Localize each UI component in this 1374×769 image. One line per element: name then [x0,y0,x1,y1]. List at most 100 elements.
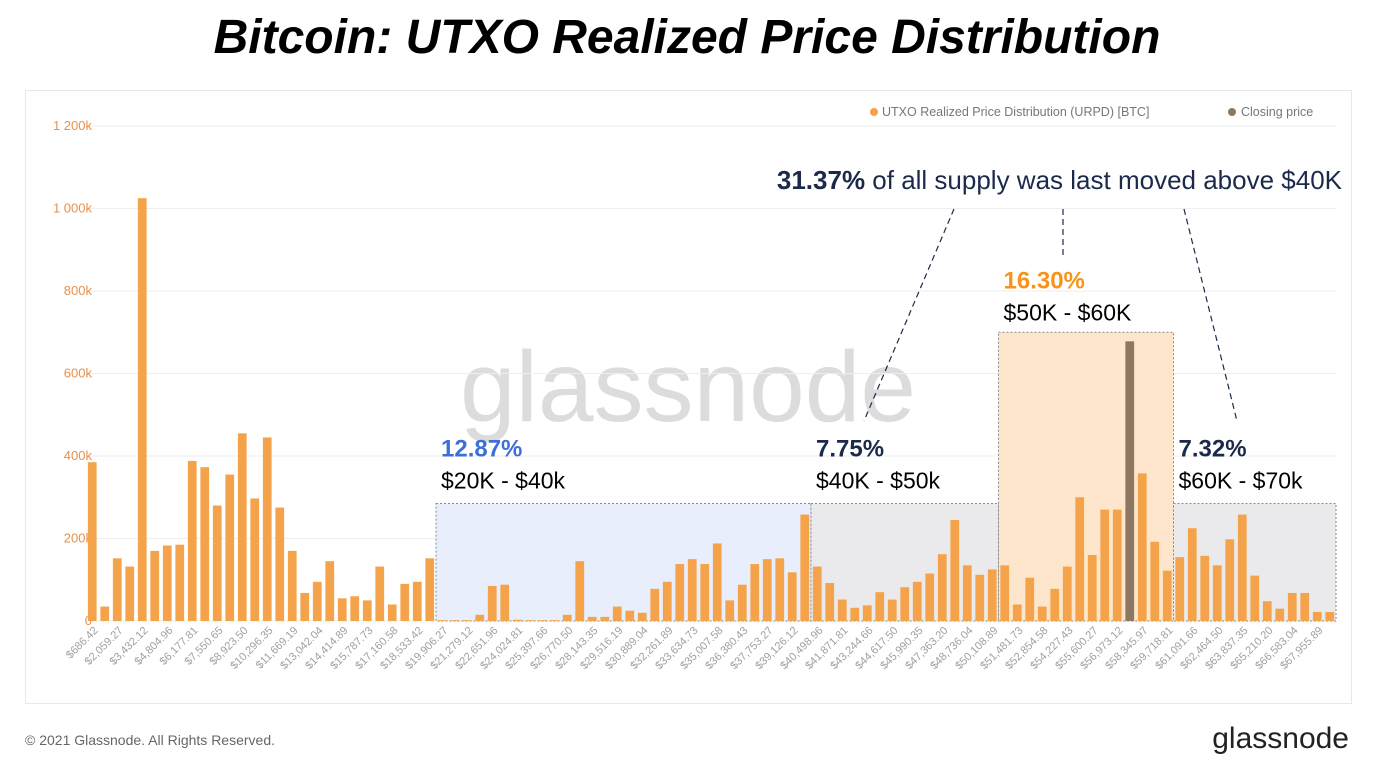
urpd-bar [112,558,122,621]
region-percent: 7.32% [1179,435,1247,462]
urpd-bar [1312,611,1322,621]
urpd-bar [137,198,147,621]
urpd-bar [125,566,135,621]
urpd-bar [1275,608,1285,621]
supply-annotation: 31.37% of all supply was last moved abov… [777,165,1343,195]
glassnode-logo: glassnode [1212,722,1349,755]
urpd-bar [200,467,210,621]
urpd-bar [287,550,297,621]
urpd-bar [850,607,860,621]
urpd-bar [437,620,447,621]
urpd-bar [837,599,847,621]
legend-label-closing: Closing price [1241,105,1313,119]
urpd-bar [700,564,710,621]
urpd-bar [562,614,572,621]
supply-annotation-text: of all supply was last moved above $40K [865,165,1343,195]
urpd-bar [225,474,235,621]
urpd-bar [487,585,497,621]
urpd-bar [800,514,810,621]
urpd-bar [662,581,672,621]
urpd-bar [1087,555,1097,621]
urpd-bar [250,498,260,621]
urpd-bar [987,569,997,621]
urpd-bar [975,574,985,621]
urpd-bar [887,599,897,621]
urpd-bar [900,587,910,621]
urpd-bar [337,598,347,621]
urpd-bar [550,620,560,621]
region-percent: 12.87% [441,435,522,462]
urpd-bar [650,588,660,621]
urpd-bar [1225,539,1235,621]
y-tick-label: 200k [64,531,93,546]
urpd-bar [262,437,272,621]
closing-price-bar [1125,341,1135,621]
region-percent: 7.75% [816,435,884,462]
urpd-bar [937,554,947,621]
connector-line [1183,208,1238,422]
urpd-bar [1100,509,1110,621]
urpd-bar [825,583,835,621]
y-tick-label: 600k [64,366,93,381]
legend-dot-closing [1228,108,1236,116]
y-tick-label: 400k [64,448,93,463]
urpd-bar [637,612,647,621]
urpd-bar [600,616,610,621]
urpd-bar [1162,570,1172,621]
urpd-bar [1137,473,1147,621]
chart-title: Bitcoin: UTXO Realized Price Distributio… [213,11,1161,64]
urpd-bar [462,620,472,621]
urpd-bar [712,543,722,621]
urpd-bar [187,460,197,621]
urpd-bar [512,619,522,621]
urpd-bar [525,620,535,621]
urpd-bar [1212,565,1222,621]
urpd-bar [1112,509,1122,621]
watermark-text: glassnode [460,331,916,443]
urpd-bar [775,558,785,621]
urpd-bar [275,507,285,621]
urpd-bar [625,610,635,621]
urpd-bar [300,592,310,621]
urpd-bar [162,545,172,621]
urpd-bar [1062,566,1072,621]
legend-dot-urpd [870,108,878,116]
urpd-bar [725,600,735,621]
region-box [435,502,812,622]
urpd-bar [862,605,872,621]
urpd-bar [1012,604,1022,621]
supply-annotation-percent: 31.37% [777,165,865,195]
urpd-bar [500,584,510,621]
urpd-bar [1237,514,1247,621]
region-range: $20K - $40k [441,467,566,493]
region-range: $40K - $50k [816,467,941,493]
urpd-bar [1250,575,1260,621]
urpd-bar [912,581,922,621]
urpd-bar [962,565,972,621]
legend-label-urpd: UTXO Realized Price Distribution (URPD) … [882,105,1149,119]
urpd-bar [237,433,247,621]
connector-line [863,208,955,422]
urpd-bar [1187,528,1197,621]
urpd-bar [762,559,772,621]
urpd-bar [1175,557,1185,621]
urpd-bar [400,583,410,621]
y-tick-label: 1 000k [53,201,93,216]
urpd-bar [350,596,360,621]
urpd-bar [812,566,822,621]
urpd-bar [1037,606,1047,621]
urpd-bar [475,614,485,621]
y-tick-label: 1 200k [53,118,93,133]
urpd-bar [212,505,222,621]
urpd-bar [375,566,385,621]
region-range: $60K - $70k [1179,467,1304,493]
urpd-bar [1262,601,1272,621]
urpd-bar [312,581,322,621]
urpd-bar [737,584,747,621]
y-tick-label: 800k [64,283,93,298]
urpd-bar [1000,565,1010,621]
urpd-bar [575,561,585,621]
urpd-bar [612,606,622,621]
